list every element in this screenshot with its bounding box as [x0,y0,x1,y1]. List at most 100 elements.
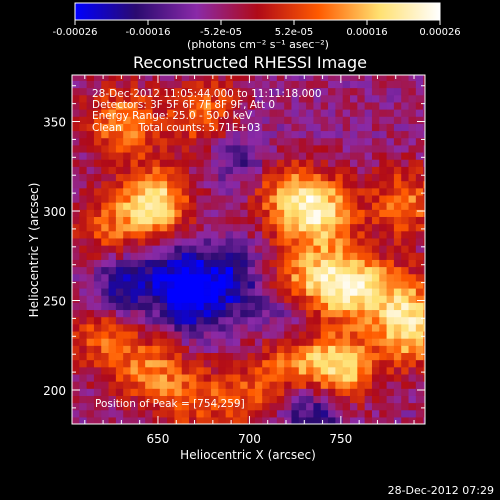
heatmap-cell [357,87,366,96]
heatmap-cell [276,245,285,253]
heatmap-cell [423,266,425,275]
heatmap-cell [93,187,102,196]
heatmap-cell [101,330,110,339]
heatmap-cell [357,373,366,382]
heatmap-cell [86,359,95,368]
heatmap-cell [181,144,190,153]
heatmap-cell [225,237,234,246]
heatmap-cell [328,316,336,325]
heatmap-cell [137,259,146,268]
heatmap-cell [174,116,183,124]
heatmap-cell [72,237,80,246]
heatmap-cell [269,116,278,124]
heatmap-cell [152,402,161,411]
heatmap-cell [123,216,132,225]
heatmap-cell [130,280,139,289]
heatmap-cell [386,402,395,411]
heatmap-cell [357,123,366,132]
heatmap-cell [130,330,139,339]
heatmap-cell [145,295,154,303]
heatmap-cell [291,75,300,81]
heatmap-cell [86,75,95,81]
heatmap-cell [386,151,395,160]
heatmap-cell [152,130,161,139]
heatmap-cell [203,173,212,182]
heatmap-cell [335,295,344,303]
heatmap-cell [328,359,336,368]
heatmap-cell [298,116,307,124]
heatmap-cell [247,223,256,232]
heatmap-cell [320,109,329,117]
heatmap-cell [232,366,241,375]
heatmap-cell [357,345,366,354]
heatmap-cell [313,237,322,246]
heatmap-cell [225,409,234,418]
heatmap-cell [350,230,358,239]
heatmap-cell [291,216,300,225]
heatmap-cell [211,381,219,389]
heatmap-cell [225,280,234,289]
heatmap-cell [298,316,307,325]
heatmap-cell [115,402,124,411]
heatmap-cell [203,75,212,81]
heatmap-cell [269,151,278,160]
heatmap-cell [232,216,241,225]
heatmap-cell [247,309,256,318]
heatmap-cell [203,202,212,210]
heatmap-cell [152,237,161,246]
heatmap-cell [313,338,322,346]
heatmap-cell [284,309,293,318]
heatmap-cell [298,338,307,346]
heatmap-cell [167,173,176,182]
heatmap-cell [415,173,424,182]
heatmap-cell [320,94,329,103]
heatmap-cell [306,266,315,275]
heatmap-cell [189,209,197,217]
heatmap-cell [174,338,183,346]
heatmap-cell [269,416,278,424]
heatmap-cell [342,166,351,175]
heatmap-cell [415,123,424,132]
heatmap-cell [364,287,373,296]
heatmap-cell [181,216,190,225]
heatmap-cell [328,252,336,260]
heatmap-cell [357,359,366,368]
heatmap-cell [167,209,176,217]
heatmap-cell [313,302,322,311]
heatmap-cell [408,359,417,368]
heatmap-cell [328,144,336,153]
heatmap-cell [350,180,358,189]
heatmap-cell [423,130,425,139]
heatmap-cell [72,366,80,375]
heatmap-cell [276,366,285,375]
heatmap-cell [240,295,249,303]
heatmap-cell [364,166,373,175]
heatmap-cell [174,123,183,132]
heatmap-cell [232,330,241,339]
heatmap-cell [423,202,425,210]
heatmap-cell [86,180,95,189]
heatmap-cell [181,273,190,282]
heatmap-cell [342,338,351,346]
heatmap-cell [130,252,139,260]
heatmap-cell [284,316,293,325]
heatmap-cell [423,280,425,289]
heatmap-cell [211,287,219,296]
heatmap-cell [423,338,425,346]
heatmap-cell [350,245,358,253]
heatmap-cell [386,209,395,217]
heatmap-cell [415,295,424,303]
colorbar-gradient [74,2,441,21]
heatmap-cell [174,159,183,167]
heatmap-cell [291,223,300,232]
heatmap-cell [86,388,95,396]
heatmap-cell [284,302,293,311]
heatmap-cell [240,395,249,404]
heatmap-cell [364,366,373,375]
heatmap-cell [72,187,80,196]
heatmap-cell [320,166,329,175]
heatmap-cell [159,280,168,289]
heatmap-cell [313,223,322,232]
heatmap-cell [276,137,285,146]
heatmap-cell [313,87,322,96]
